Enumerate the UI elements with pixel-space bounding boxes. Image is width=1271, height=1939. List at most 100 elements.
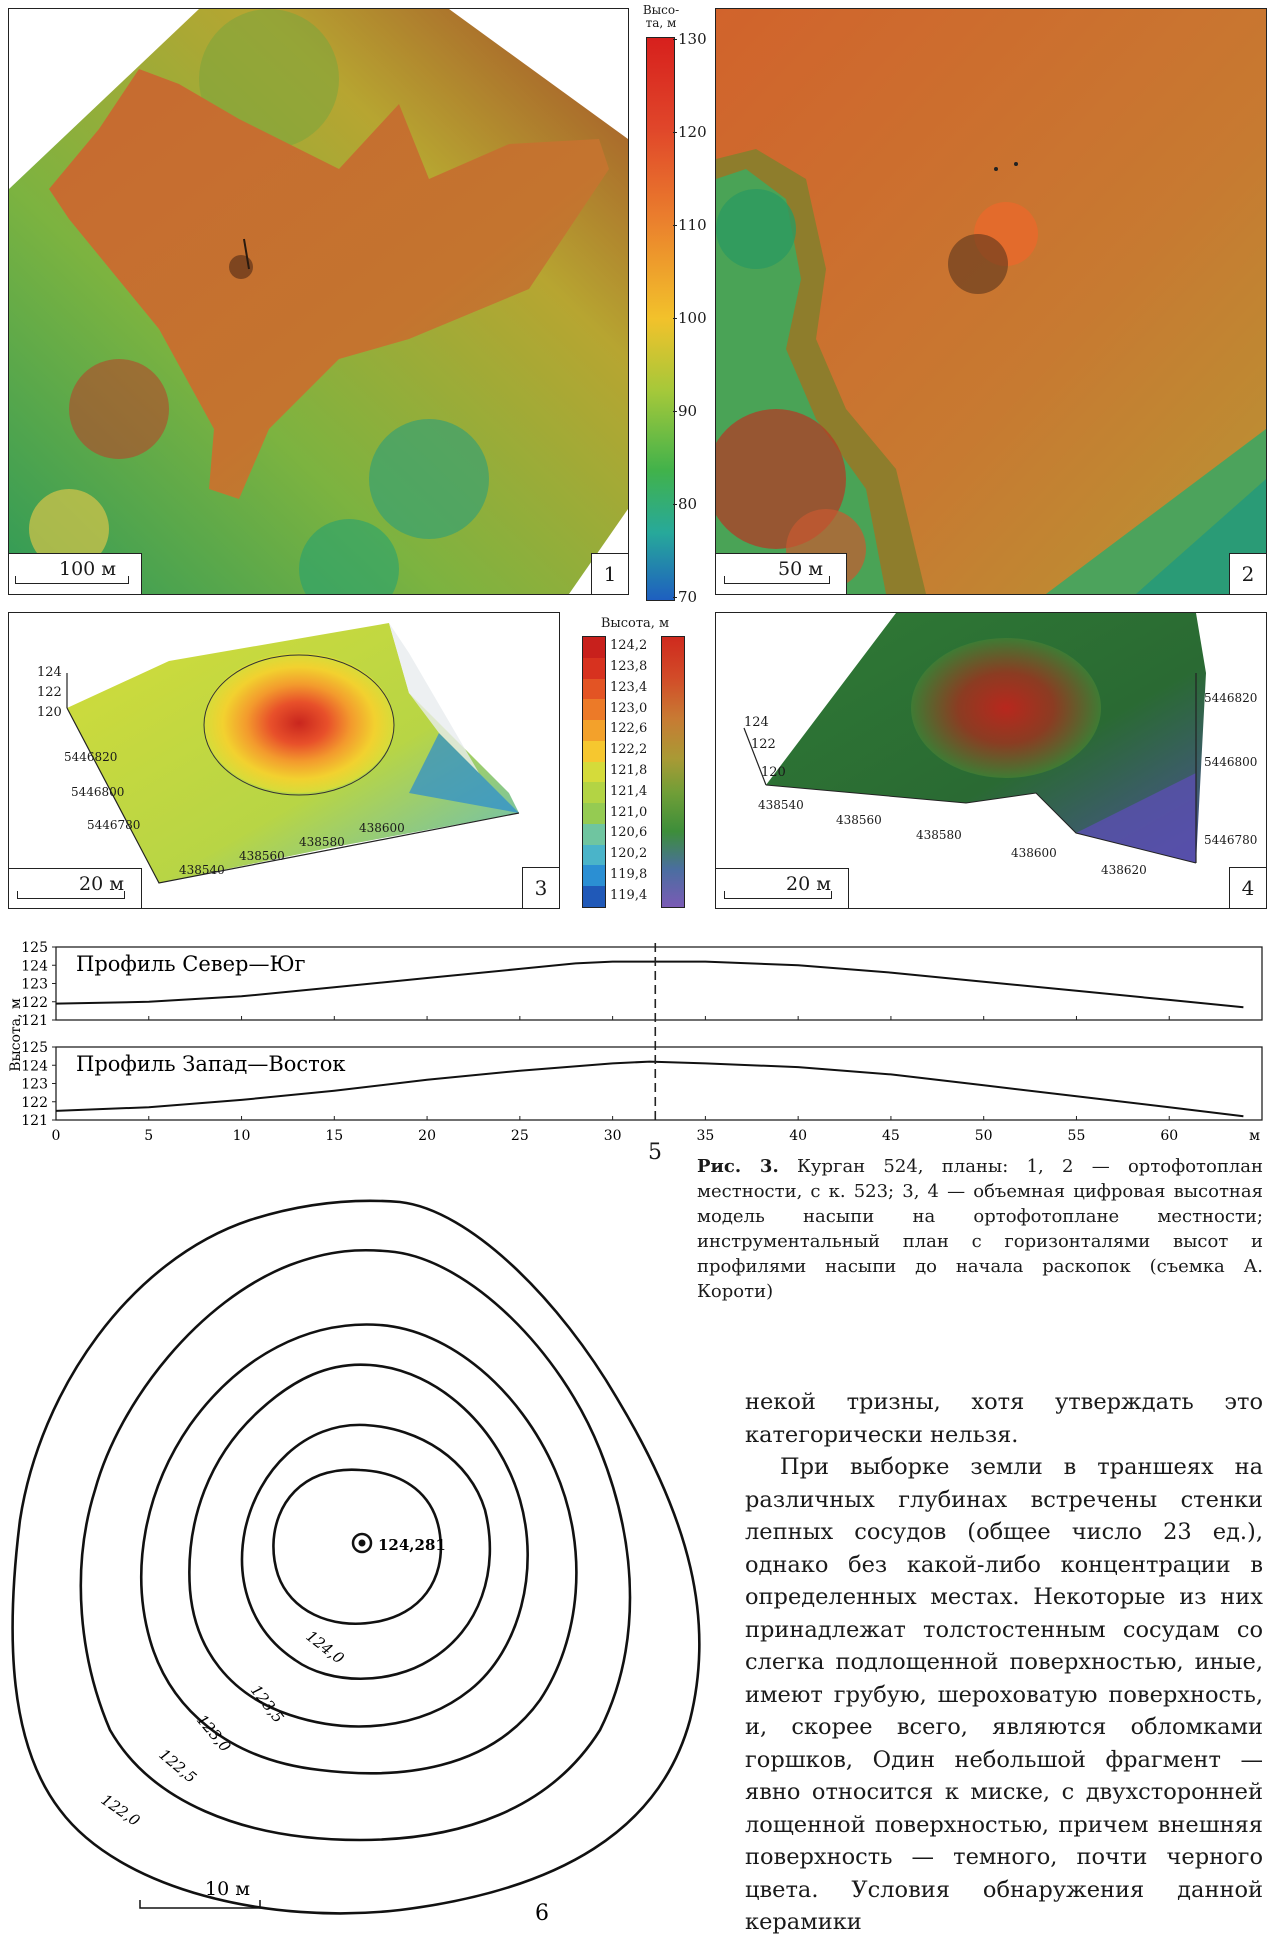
profile-y-tick: 124 [21,958,48,974]
panel-1-orthophoto: 100 м 1 [8,8,629,595]
profile-x-tick: 45 [882,1128,900,1144]
panel-3-north-tick: 5446800 [71,785,125,799]
legend-mid-swatches [582,636,606,908]
scale-bar-4: 20 м [716,868,849,908]
scale-label-2: 50 м [778,558,823,580]
legend-mid-swatch [583,865,605,887]
legend-mid-swatch [583,823,605,845]
panel-3-height-tick: 122 [37,685,62,700]
legend-top-tick: 80 [678,495,698,513]
contour-label-1230: 123,0 [193,1711,235,1756]
panel-3-east-tick: 438540 [179,863,225,877]
panel-4-height-tick: 122 [751,737,776,752]
peak-label: 124,281 [378,1536,446,1554]
profile-x-tick: 55 [1068,1128,1086,1144]
panel-3-north-tick: 5446780 [87,818,141,832]
legend-mid-swatch [583,678,605,700]
body-text: некой тризны, хотя утверждать это катего… [745,1386,1263,1939]
contour-label-124: 124,0 [303,1627,348,1668]
legend-mid-swatch [583,740,605,762]
legend-mid-tick: 119,8 [610,866,648,882]
scale-label-3: 20 м [79,873,124,895]
profile-y-tick: 123 [21,977,48,993]
panel-4-3d-model: 124 122 120 5446820 5446800 5446780 438540 4385… [715,612,1267,909]
legend-mid-tick: 119,4 [610,887,648,903]
legend-mid-tick: 123,0 [610,700,648,716]
legend-top-colorbar [646,37,675,601]
figure-caption: Рис. 3. Курган 524, планы: 1, 2 — ортофо… [697,1154,1263,1304]
terrain-image-1 [9,9,628,594]
panel-4-east-tick: 438600 [1011,846,1057,860]
panel-3-east-tick: 438560 [239,849,285,863]
legend-mid-tick: 122,6 [610,721,648,737]
profile-y-tick: 121 [21,1113,48,1129]
scale-bar-2: 50 м [716,553,847,594]
profile-y-label: Высота, м [8,998,24,1072]
profile-title: Профиль Запад—Восток [76,1052,346,1076]
legend-top-tick: 90 [678,402,698,420]
scale-label-4: 20 м [786,873,831,895]
legend-top: Высо- та, м 130 120 110 100 90 80 70 [636,0,716,607]
panel-number-5: 5 [648,1140,662,1165]
legend-top-tick: 100 [678,309,707,327]
legend-top-tick: 70 [678,588,698,606]
legend-mid-swatch [583,844,605,866]
surface-model-4 [743,613,1206,864]
panel-4-north-tick: 5446800 [1204,755,1258,769]
legend-mid-swatch [583,720,605,741]
legend-mid-tick: 121,8 [610,763,648,778]
surface-model-3 [66,623,520,884]
terrain-image-2 [716,9,1266,594]
scale-label-1: 100 м [59,558,117,580]
legend-mid-swatch [583,657,605,679]
panel-4-east-tick: 438580 [916,828,962,842]
panel-number-2: 2 [1229,553,1266,594]
legend-mid-tick: 123,8 [610,659,648,675]
legend-mid-colorbar-2 [661,636,685,908]
panel-4-north-tick: 5446780 [1204,833,1258,847]
panel-3-3d-model: 124 122 120 5446820 5446800 5446780 438540 4385… [8,612,560,909]
contour-2 [188,1363,529,1728]
profile-y-tick: 124 [21,1058,48,1074]
panel-number-6: 6 [535,1901,549,1926]
legend-mid-swatch [583,886,605,907]
contour-1 [240,1423,492,1680]
scale-bar-3: 20 м [9,868,142,908]
contour-3 [140,1323,578,1775]
panel-4-height-tick: 124 [744,715,769,730]
profile-line [55,960,1244,1009]
contour-4 [79,1248,632,1842]
profile-x-tick: 35 [696,1128,714,1144]
profile-x-tick: 20 [418,1128,436,1144]
caption-text: Курган 524, планы: 1, 2 — ортофотоплан м… [697,1156,1264,1302]
legend-top-tick-mark [673,597,677,598]
legend-top-tick-mark [673,504,677,505]
caption-label: Рис. 3. [697,1156,779,1177]
legend-top-tick-mark [673,225,677,226]
contour-plan: 124,281 124,0 123,5 123,0 122,5 122,0 10… [11,1199,701,1926]
profile-x-tick: 10 [233,1128,251,1144]
legend-mid-tick: 124,2 [610,638,648,654]
legend-mid: Высота, м 124,2 123,8 123,4 123,0 122,6 122,2… [580,612,710,912]
profile-x-tick: 25 [511,1128,529,1144]
profile-y-tick: 123 [21,1077,48,1093]
legend-mid-tick: 122,2 [610,742,648,758]
panel-number-4: 4 [1229,867,1266,908]
legend-top-tick: 130 [678,30,707,48]
panel-3-height-tick: 124 [37,665,62,680]
legend-mid-tick: 120,2 [610,846,648,862]
profile-y-tick: 122 [21,995,48,1011]
body-paragraph-2: При выборке земли в траншеях на различны… [745,1454,1263,1935]
legend-mid-tick: 120,6 [610,825,648,841]
scale-label-6: 10 м [205,1878,250,1900]
contour-label-1220: 122,0 [98,1791,144,1831]
panel-4-north-tick: 5446820 [1204,691,1258,705]
profile-y-tick: 122 [21,1095,48,1111]
profile-title: Профиль Север—Юг [76,952,306,976]
contour-peak [272,1468,443,1626]
legend-top-title: Высо- та, м [642,3,680,30]
legend-top-tick-mark [673,39,677,40]
contour-label-1235: 123,5 [247,1681,288,1726]
panel-3-height-tick: 120 [37,705,62,720]
profile-charts: 125 124 123 122 121 Профиль Север—Юг 125 124 123… [8,940,1263,1144]
